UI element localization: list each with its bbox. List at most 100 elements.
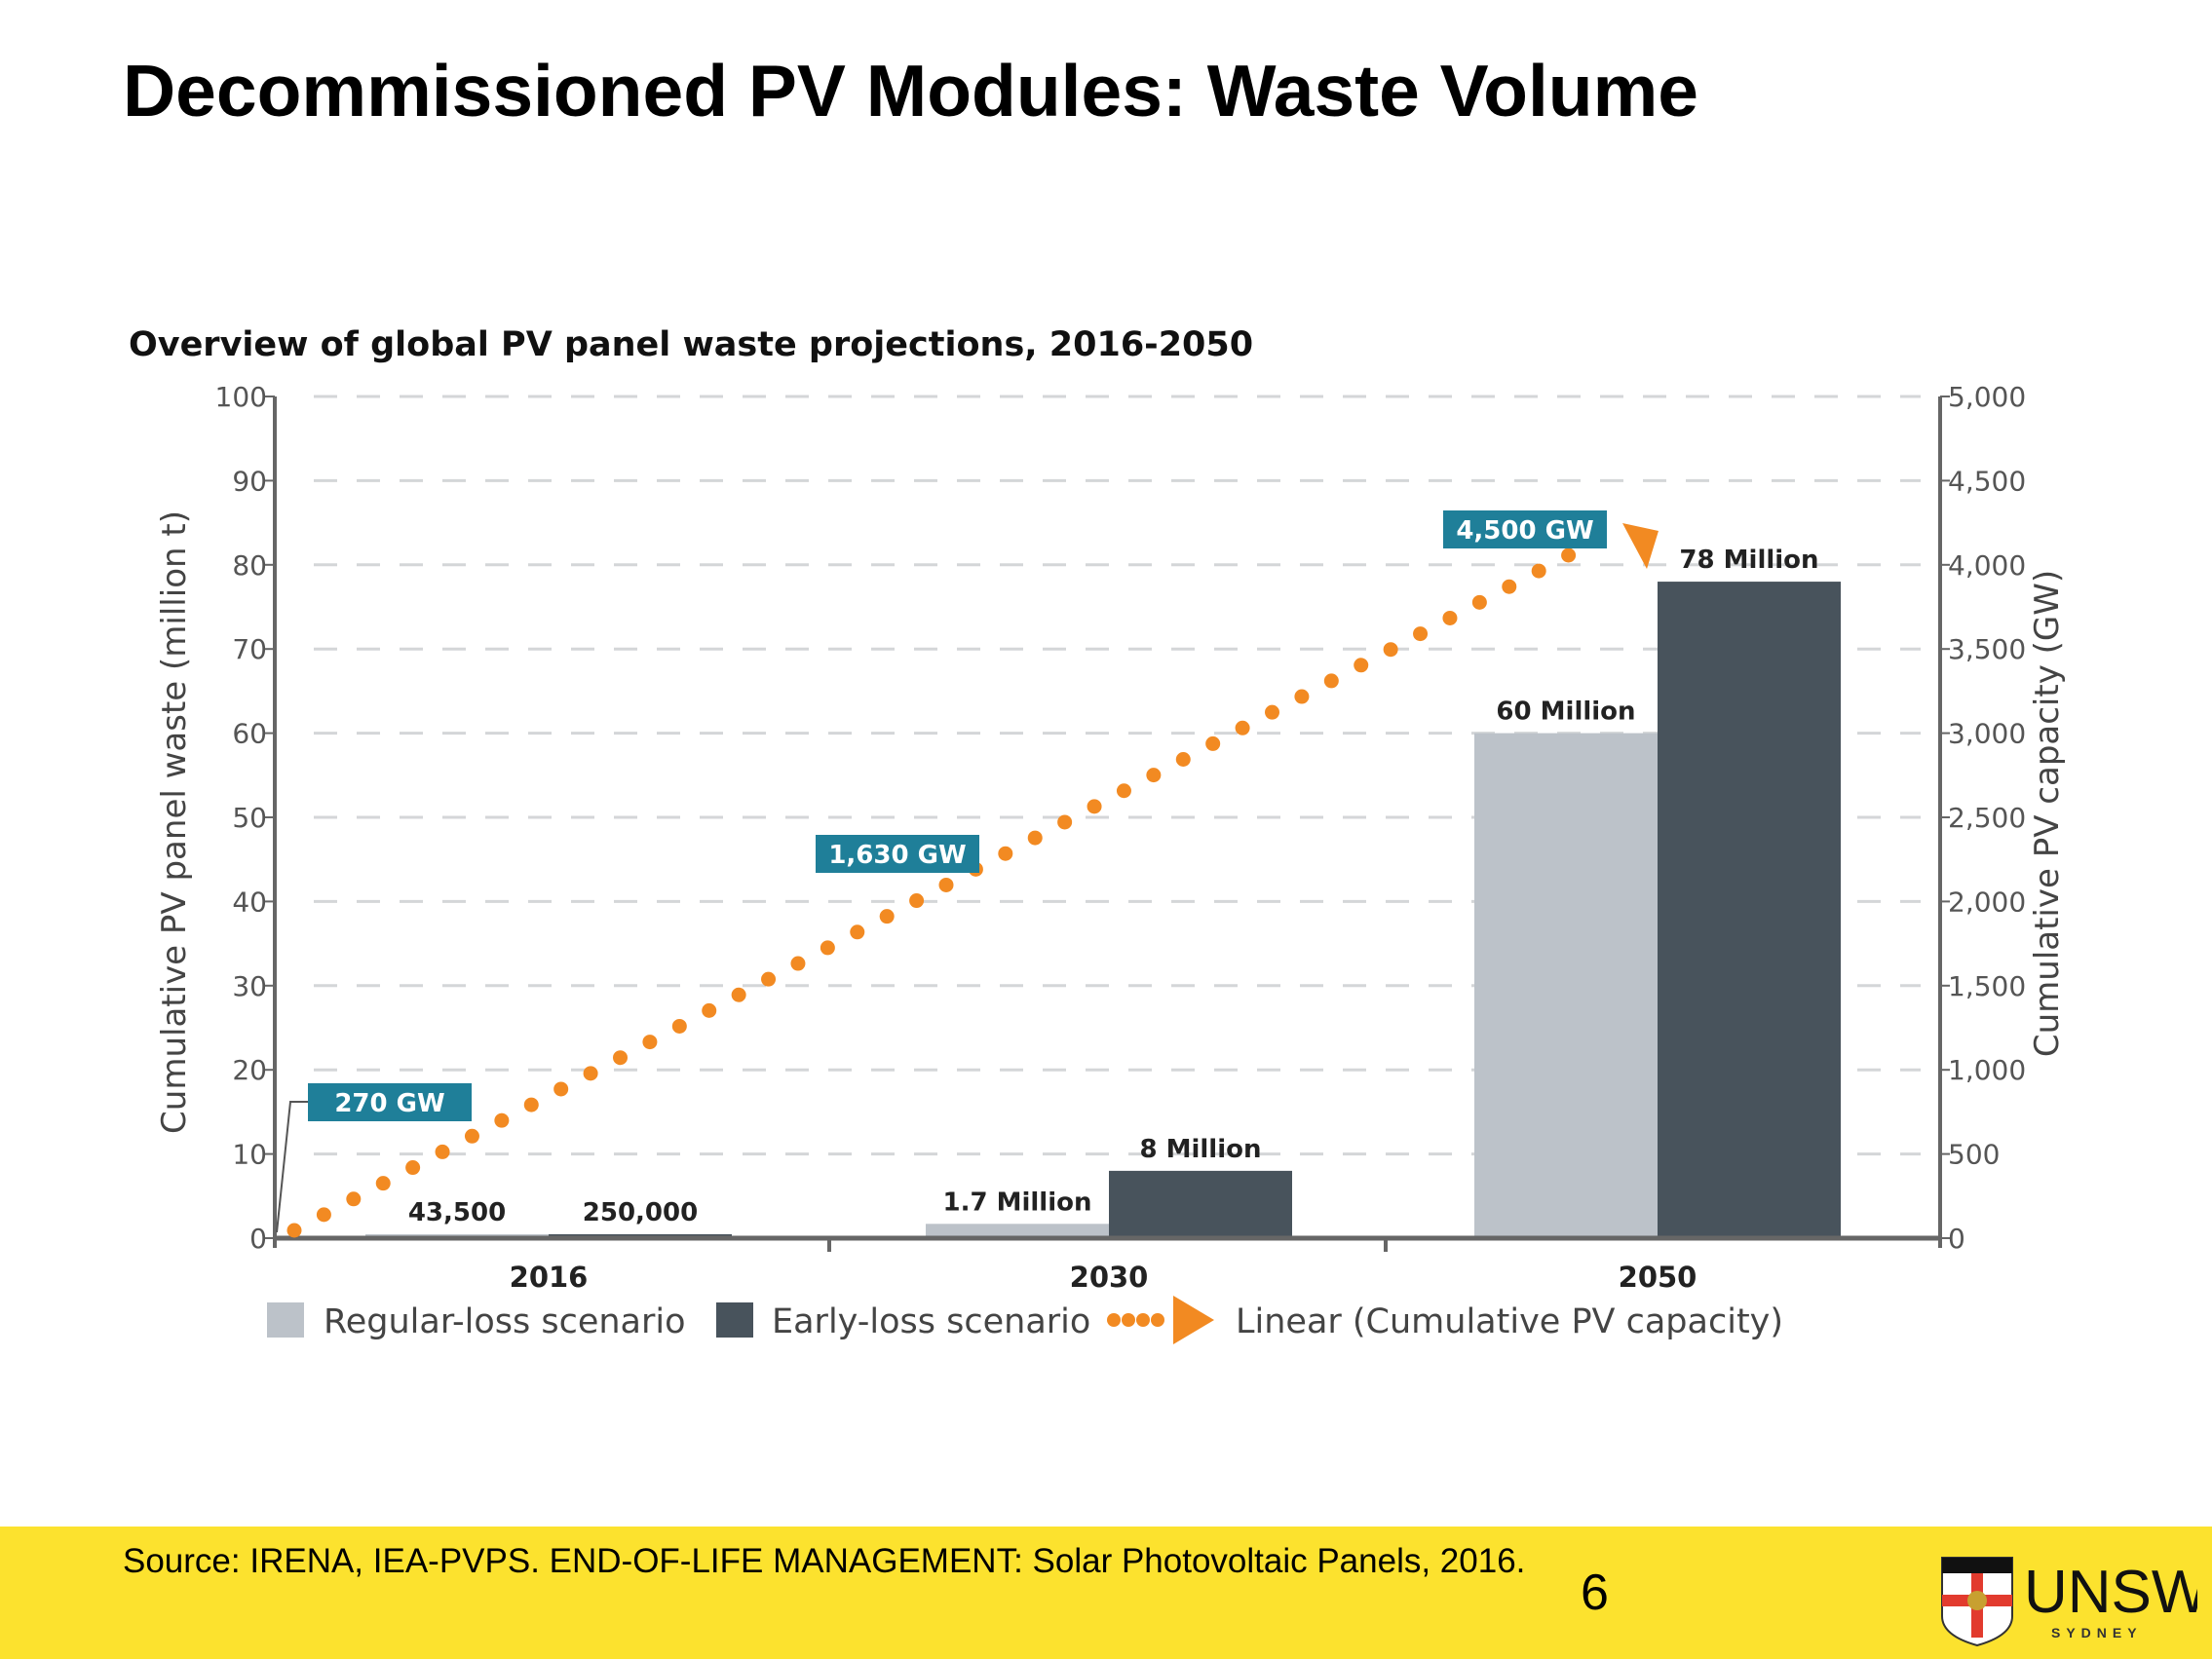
line-dot xyxy=(702,1002,717,1018)
capacity-label-box xyxy=(816,835,979,873)
line-dot xyxy=(1175,752,1191,768)
capacity-label-box xyxy=(308,1083,472,1121)
footer-band: UNSW SYDNEY xyxy=(0,1527,2212,1659)
line-dot xyxy=(1442,610,1458,625)
line-dot xyxy=(731,987,746,1002)
line-dot xyxy=(523,1097,539,1112)
y-tick-label: 70 xyxy=(232,633,267,665)
line-dot xyxy=(1531,563,1546,579)
bar-data-label: 78 Million xyxy=(1679,546,1818,575)
line-dot xyxy=(1146,768,1162,783)
y-right-tick-label: 1,500 xyxy=(1948,970,2026,1002)
line-dot xyxy=(1323,673,1339,689)
line-dot xyxy=(879,909,895,924)
page-number: 6 xyxy=(1581,1565,1609,1621)
capacity-label-box xyxy=(1443,510,1607,548)
bar-data-label: 1.7 Million xyxy=(942,1188,1091,1217)
bar-data-label: 43,500 xyxy=(408,1198,506,1227)
y-right-tick-label: 4,500 xyxy=(1948,465,2026,497)
legend: Regular-loss scenario Early-loss scenario… xyxy=(267,1296,1783,1344)
logo-text: UNSW xyxy=(2024,1559,2197,1626)
y-right-tick-label: 500 xyxy=(1948,1139,2000,1171)
x-axis: 2016 2030 2050 xyxy=(510,1261,1697,1294)
line-dot xyxy=(286,1223,302,1238)
arrow-head-icon xyxy=(1622,523,1659,569)
legend-line-dot xyxy=(1136,1313,1150,1327)
line-dot xyxy=(790,956,806,971)
pv-waste-chart: Overview of global PV panel waste projec… xyxy=(129,325,2067,1344)
y-axis-right: 0 500 1,000 1,500 2,000 2,500 3,000 3,500 4,000 4… xyxy=(1940,381,2026,1255)
line-dot xyxy=(938,877,954,892)
chart-title: Overview of global PV panel waste projec… xyxy=(129,325,1253,364)
line-dot xyxy=(1502,579,1517,594)
legend-swatch-regular-loss xyxy=(267,1302,304,1338)
line-dot xyxy=(1087,799,1102,814)
y-right-tick-label: 2,000 xyxy=(1948,886,2026,918)
line-dot xyxy=(909,893,925,909)
y-tick-label: 40 xyxy=(232,886,267,918)
line-dot xyxy=(464,1128,479,1144)
line-dot xyxy=(1057,814,1073,830)
line-dot xyxy=(316,1207,331,1223)
line-dot xyxy=(850,924,865,940)
capacity-label: 1,630 GW xyxy=(828,841,966,870)
source-citation: Source: IRENA, IEA-PVPS. END-OF-LIFE MAN… xyxy=(123,1542,1526,1580)
legend-label-regular-loss: Regular-loss scenario xyxy=(324,1302,686,1341)
line-dot xyxy=(1027,830,1043,846)
line-dot xyxy=(553,1081,569,1097)
line-dot xyxy=(671,1018,687,1034)
y-tick-label: 80 xyxy=(232,549,267,582)
line-dot xyxy=(1413,626,1429,642)
line-dot xyxy=(1116,783,1131,799)
line-dot xyxy=(613,1050,628,1066)
axes xyxy=(273,396,1942,1252)
bar-regular-loss-scenario-2030 xyxy=(926,1224,1109,1238)
line-dot xyxy=(1471,594,1487,610)
legend-line-dot xyxy=(1122,1313,1135,1327)
line-dot xyxy=(1383,642,1398,658)
y-axis-left-label: Cumulative PV panel waste (million t) xyxy=(155,510,194,1134)
capacity-label: 4,500 GW xyxy=(1456,516,1593,546)
y-tick-label: 20 xyxy=(232,1054,267,1086)
legend-line-dot xyxy=(1151,1313,1164,1327)
line-dot xyxy=(998,846,1013,861)
line-dot xyxy=(1561,547,1577,563)
slide-title: Decommissioned PV Modules: Waste Volume xyxy=(123,50,1699,132)
legend-label-early-loss: Early-loss scenario xyxy=(772,1302,1090,1341)
legend-label-capacity: Linear (Cumulative PV capacity) xyxy=(1236,1302,1783,1341)
leader-line xyxy=(276,1101,308,1233)
y-right-tick-label: 5,000 xyxy=(1948,381,2026,413)
bar-early-loss-scenario-2050 xyxy=(1658,582,1841,1238)
line-dot xyxy=(435,1144,450,1159)
bar-early-loss-scenario-2030 xyxy=(1109,1170,1292,1238)
bars: 43,500 1.7 Million 60 Million 250,000 8 Mill… xyxy=(365,546,1841,1238)
line-dot xyxy=(405,1160,421,1176)
y-axis-right-label: Cumulative PV capacity (GW) xyxy=(2028,570,2067,1057)
line-dot xyxy=(642,1035,658,1050)
line-dot xyxy=(761,971,777,987)
y-right-tick-label: 3,500 xyxy=(1948,633,2026,665)
line-dot xyxy=(1265,704,1279,720)
y-tick-label: 10 xyxy=(232,1139,267,1171)
x-tick-label: 2030 xyxy=(1070,1261,1149,1294)
y-right-tick-label: 4,000 xyxy=(1948,549,2026,582)
y-tick-label: 60 xyxy=(232,718,267,750)
legend-line-dot xyxy=(1107,1313,1121,1327)
line-dot xyxy=(346,1191,362,1207)
line-dot xyxy=(820,940,835,956)
x-tick-label: 2050 xyxy=(1619,1261,1697,1294)
y-tick-label: 100 xyxy=(215,381,267,413)
y-tick-label: 0 xyxy=(249,1223,267,1255)
y-axis-left: 0 10 20 30 40 50 60 70 80 90 100 xyxy=(215,381,275,1255)
capacity-labels: 270 GW 1,630 GW 4,500 GW xyxy=(276,510,1607,1233)
y-tick-label: 90 xyxy=(232,465,267,497)
line-dot xyxy=(1294,689,1310,704)
capacity-line xyxy=(286,523,1659,1238)
line-dot xyxy=(1235,720,1250,735)
capacity-label: 270 GW xyxy=(334,1089,444,1118)
bar-data-label: 250,000 xyxy=(583,1198,698,1227)
legend-arrow-icon xyxy=(1173,1296,1214,1344)
y-tick-label: 50 xyxy=(232,802,267,834)
bar-data-label: 8 Million xyxy=(1139,1135,1261,1164)
y-right-tick-label: 3,000 xyxy=(1948,718,2026,750)
